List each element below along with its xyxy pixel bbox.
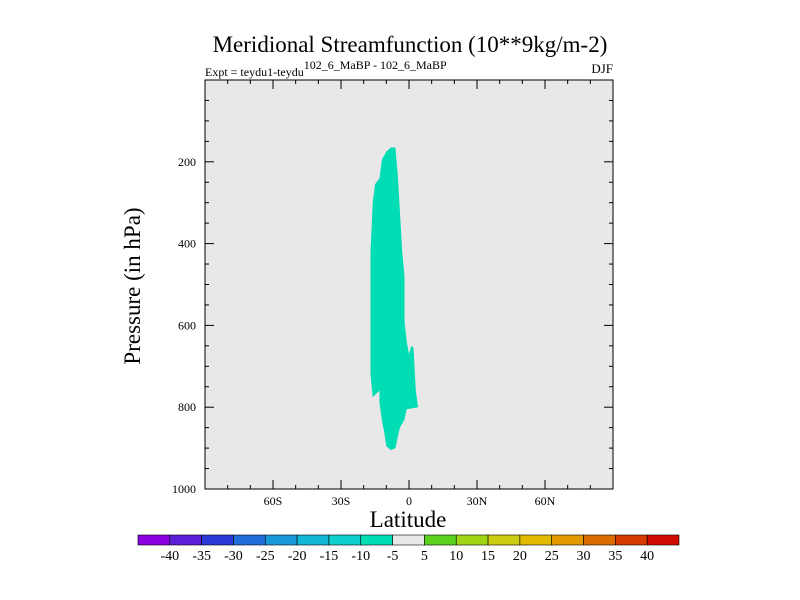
y-tick-label: 200 xyxy=(178,155,196,169)
x-tick-label: 30S xyxy=(332,494,351,508)
x-tick-label: 0 xyxy=(406,494,412,508)
colorbar-label: 25 xyxy=(545,549,559,564)
colorbar-label: -15 xyxy=(320,549,339,564)
x-axis-label: Latitude xyxy=(370,507,447,532)
colorbar-swatch xyxy=(328,534,362,546)
colorbar-label: -20 xyxy=(288,549,307,564)
colorbar-label: 35 xyxy=(608,549,622,564)
colorbar: -40 -35 -30 -25 -20 -15 -10 -5 5 10 15 20 25 30 35 40 xyxy=(137,534,680,564)
y-axis-label: Pressure (in hPa) xyxy=(120,207,145,364)
colorbar-swatch xyxy=(615,534,648,546)
colorbar-label: 30 xyxy=(577,549,591,564)
season-label: DJF xyxy=(591,61,613,76)
minor-ticks xyxy=(204,80,614,489)
y-tick-label: 600 xyxy=(178,318,196,332)
x-tick-label: 60S xyxy=(264,494,283,508)
colorbar-label: 10 xyxy=(449,549,463,564)
colorbar-label: -5 xyxy=(387,549,399,564)
colorbar-label: -25 xyxy=(256,549,275,564)
colorbar-swatch xyxy=(455,534,489,546)
colorbar-swatch xyxy=(519,534,553,546)
colorbar-label: 15 xyxy=(481,549,495,564)
colorbar-label: -40 xyxy=(160,549,179,564)
colorbar-swatch xyxy=(264,534,298,546)
plot-area-background xyxy=(205,80,613,489)
y-axis: 200 400 600 800 1000 xyxy=(172,155,613,496)
experiment-superscript: 102_6_MaBP - 102_6_MaBP xyxy=(304,58,447,72)
colorbar-swatch xyxy=(646,534,680,546)
colorbar-swatch xyxy=(296,534,330,546)
colorbar-swatch xyxy=(201,534,234,546)
colorbar-swatch xyxy=(424,534,457,546)
x-tick-label: 30N xyxy=(467,494,488,508)
filled-regions xyxy=(370,147,419,451)
colorbar-swatch xyxy=(551,534,584,546)
colorbar-swatch xyxy=(392,534,425,546)
y-tick-label: 800 xyxy=(178,400,196,414)
colorbar-swatch xyxy=(169,534,202,546)
x-tick-label: 60N xyxy=(535,494,556,508)
colorbar-label: 40 xyxy=(640,549,654,564)
colorbar-label: 5 xyxy=(421,549,428,564)
colorbar-swatch xyxy=(233,534,266,546)
y-tick-label: 400 xyxy=(178,237,196,251)
colorbar-swatch xyxy=(360,534,393,546)
colorbar-swatch xyxy=(137,534,171,546)
colorbar-label: -10 xyxy=(351,549,370,564)
experiment-prefix: Expt = teydu1-teydu xyxy=(205,65,304,79)
experiment-label: Expt = teydu1-teydu102_6_MaBP - 102_6_Ma… xyxy=(205,58,447,79)
colorbar-swatch xyxy=(583,534,616,546)
colorbar-label: 20 xyxy=(513,549,527,564)
y-tick-label: 1000 xyxy=(172,482,196,496)
colorbar-label: -30 xyxy=(224,549,243,564)
x-axis: 60S 30S 0 30N 60N xyxy=(264,80,556,508)
colorbar-swatch xyxy=(487,534,521,546)
chart-title: Meridional Streamfunction (10**9kg/m-2) xyxy=(213,32,608,57)
negative-streamfunction-region xyxy=(370,147,419,451)
colorbar-label: -35 xyxy=(192,549,211,564)
